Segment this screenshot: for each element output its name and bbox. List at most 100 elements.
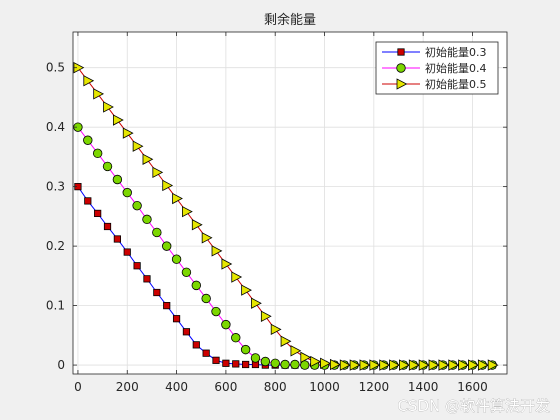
data-point-series-3 xyxy=(458,359,469,371)
data-point-series-3 xyxy=(359,359,371,371)
data-point-series-3 xyxy=(339,359,351,371)
legend-label-3: 初始能量0.5 xyxy=(425,77,487,91)
x-tick-label: 1000 xyxy=(309,380,340,394)
x-tick-label: 400 xyxy=(165,380,188,394)
data-point-series-2 xyxy=(300,360,310,370)
data-point-series-2 xyxy=(171,254,182,264)
watermark: CSDN @软件算法开发 xyxy=(397,397,550,415)
data-point-series-3 xyxy=(152,166,164,179)
data-point-series-2 xyxy=(132,200,142,211)
data-point-series-2 xyxy=(92,148,103,159)
data-point-series-3 xyxy=(270,323,282,336)
axis-ticks: 0 200 400 600 800 1000 1200 1400 1600 0 0.1 0.2 0.3 0… xyxy=(46,32,507,394)
data-point-series-3 xyxy=(122,127,134,139)
data-point-series-2 xyxy=(142,214,152,225)
data-point-series-2 xyxy=(280,359,290,370)
legend-marker-1 xyxy=(397,48,405,56)
data-point-series-2 xyxy=(250,353,261,363)
y-tick-label: 0.5 xyxy=(46,61,65,75)
legend-label-1: 初始能量0.3 xyxy=(425,45,487,59)
data-point-series-1 xyxy=(212,356,220,364)
data-point-series-1 xyxy=(103,222,112,231)
data-point-series-3 xyxy=(142,153,154,165)
y-tick-label: 0.3 xyxy=(46,180,65,194)
data-point-series-1 xyxy=(242,360,250,369)
data-point-series-3 xyxy=(320,357,331,369)
data-point-series-3 xyxy=(251,297,262,309)
data-point-series-1 xyxy=(182,328,191,336)
x-tick-label: 600 xyxy=(214,380,237,394)
data-point-series-1 xyxy=(202,349,210,357)
y-tick-label: 0 xyxy=(57,358,65,372)
data-point-series-2 xyxy=(231,333,241,343)
grid xyxy=(73,32,507,374)
data-point-series-3 xyxy=(260,310,272,322)
data-point-series-3 xyxy=(418,359,430,371)
data-point-series-1 xyxy=(94,209,102,218)
data-point-series-3 xyxy=(112,114,124,126)
y-tick-label: 0.1 xyxy=(46,299,65,313)
data-point-series-3 xyxy=(191,219,203,231)
data-point-series-2 xyxy=(112,174,123,185)
data-point-series-3 xyxy=(211,245,223,257)
x-tick-label: 1400 xyxy=(408,380,439,394)
data-point-series-3 xyxy=(201,232,213,244)
legend-marker-2 xyxy=(396,63,406,73)
data-point-series-3 xyxy=(83,75,95,87)
data-point-series-3 xyxy=(241,284,252,296)
x-tick-label: 800 xyxy=(264,380,287,394)
series-markers xyxy=(73,62,499,371)
data-point-series-3 xyxy=(448,359,460,371)
data-point-series-1 xyxy=(222,359,230,367)
data-point-series-3 xyxy=(172,192,183,205)
x-tick-label: 0 xyxy=(74,380,82,394)
data-point-series-3 xyxy=(389,359,400,371)
data-point-series-2 xyxy=(162,241,172,251)
data-point-series-3 xyxy=(93,88,105,100)
data-point-series-3 xyxy=(477,359,489,371)
data-point-series-3 xyxy=(369,359,381,371)
data-point-series-3 xyxy=(290,345,302,357)
data-point-series-1 xyxy=(153,288,161,297)
data-point-series-2 xyxy=(201,293,211,304)
data-point-series-1 xyxy=(232,360,240,368)
data-point-series-1 xyxy=(133,262,141,270)
x-tick-label: 1600 xyxy=(457,380,488,394)
data-point-series-3 xyxy=(103,101,114,113)
data-point-series-3 xyxy=(379,359,391,371)
data-point-series-3 xyxy=(162,179,174,192)
legend-marker-3 xyxy=(396,78,408,90)
data-point-series-3 xyxy=(349,359,361,371)
data-point-series-3 xyxy=(300,351,312,364)
data-point-series-1 xyxy=(143,275,151,283)
x-tick-label: 1200 xyxy=(359,380,390,394)
y-tick-label: 0.4 xyxy=(46,120,65,134)
y-tick-label: 0.2 xyxy=(46,239,65,253)
data-point-series-3 xyxy=(408,359,420,371)
data-point-series-3 xyxy=(399,359,410,371)
data-point-series-2 xyxy=(240,344,251,355)
data-point-series-1 xyxy=(163,301,171,310)
data-point-series-1 xyxy=(192,341,200,349)
data-point-series-3 xyxy=(280,335,292,347)
data-point-series-2 xyxy=(290,359,300,370)
data-point-series-2 xyxy=(260,356,271,367)
data-point-series-3 xyxy=(428,359,440,371)
data-point-series-1 xyxy=(84,197,92,205)
data-point-series-2 xyxy=(211,306,221,317)
data-point-series-2 xyxy=(181,267,192,277)
data-point-series-2 xyxy=(191,280,201,291)
legend-label-2: 初始能量0.4 xyxy=(425,61,487,75)
data-point-series-3 xyxy=(231,271,243,283)
data-point-series-3 xyxy=(182,205,193,218)
data-point-series-1 xyxy=(123,248,131,256)
data-point-series-2 xyxy=(83,135,93,145)
data-point-series-2 xyxy=(122,187,132,198)
legend: 初始能量0.3 初始能量0.4 初始能量0.5 xyxy=(375,41,499,95)
data-point-series-2 xyxy=(270,358,280,368)
data-point-series-1 xyxy=(113,235,121,243)
data-point-series-2 xyxy=(152,227,162,238)
data-point-series-3 xyxy=(310,355,322,368)
data-point-series-3 xyxy=(132,140,144,152)
